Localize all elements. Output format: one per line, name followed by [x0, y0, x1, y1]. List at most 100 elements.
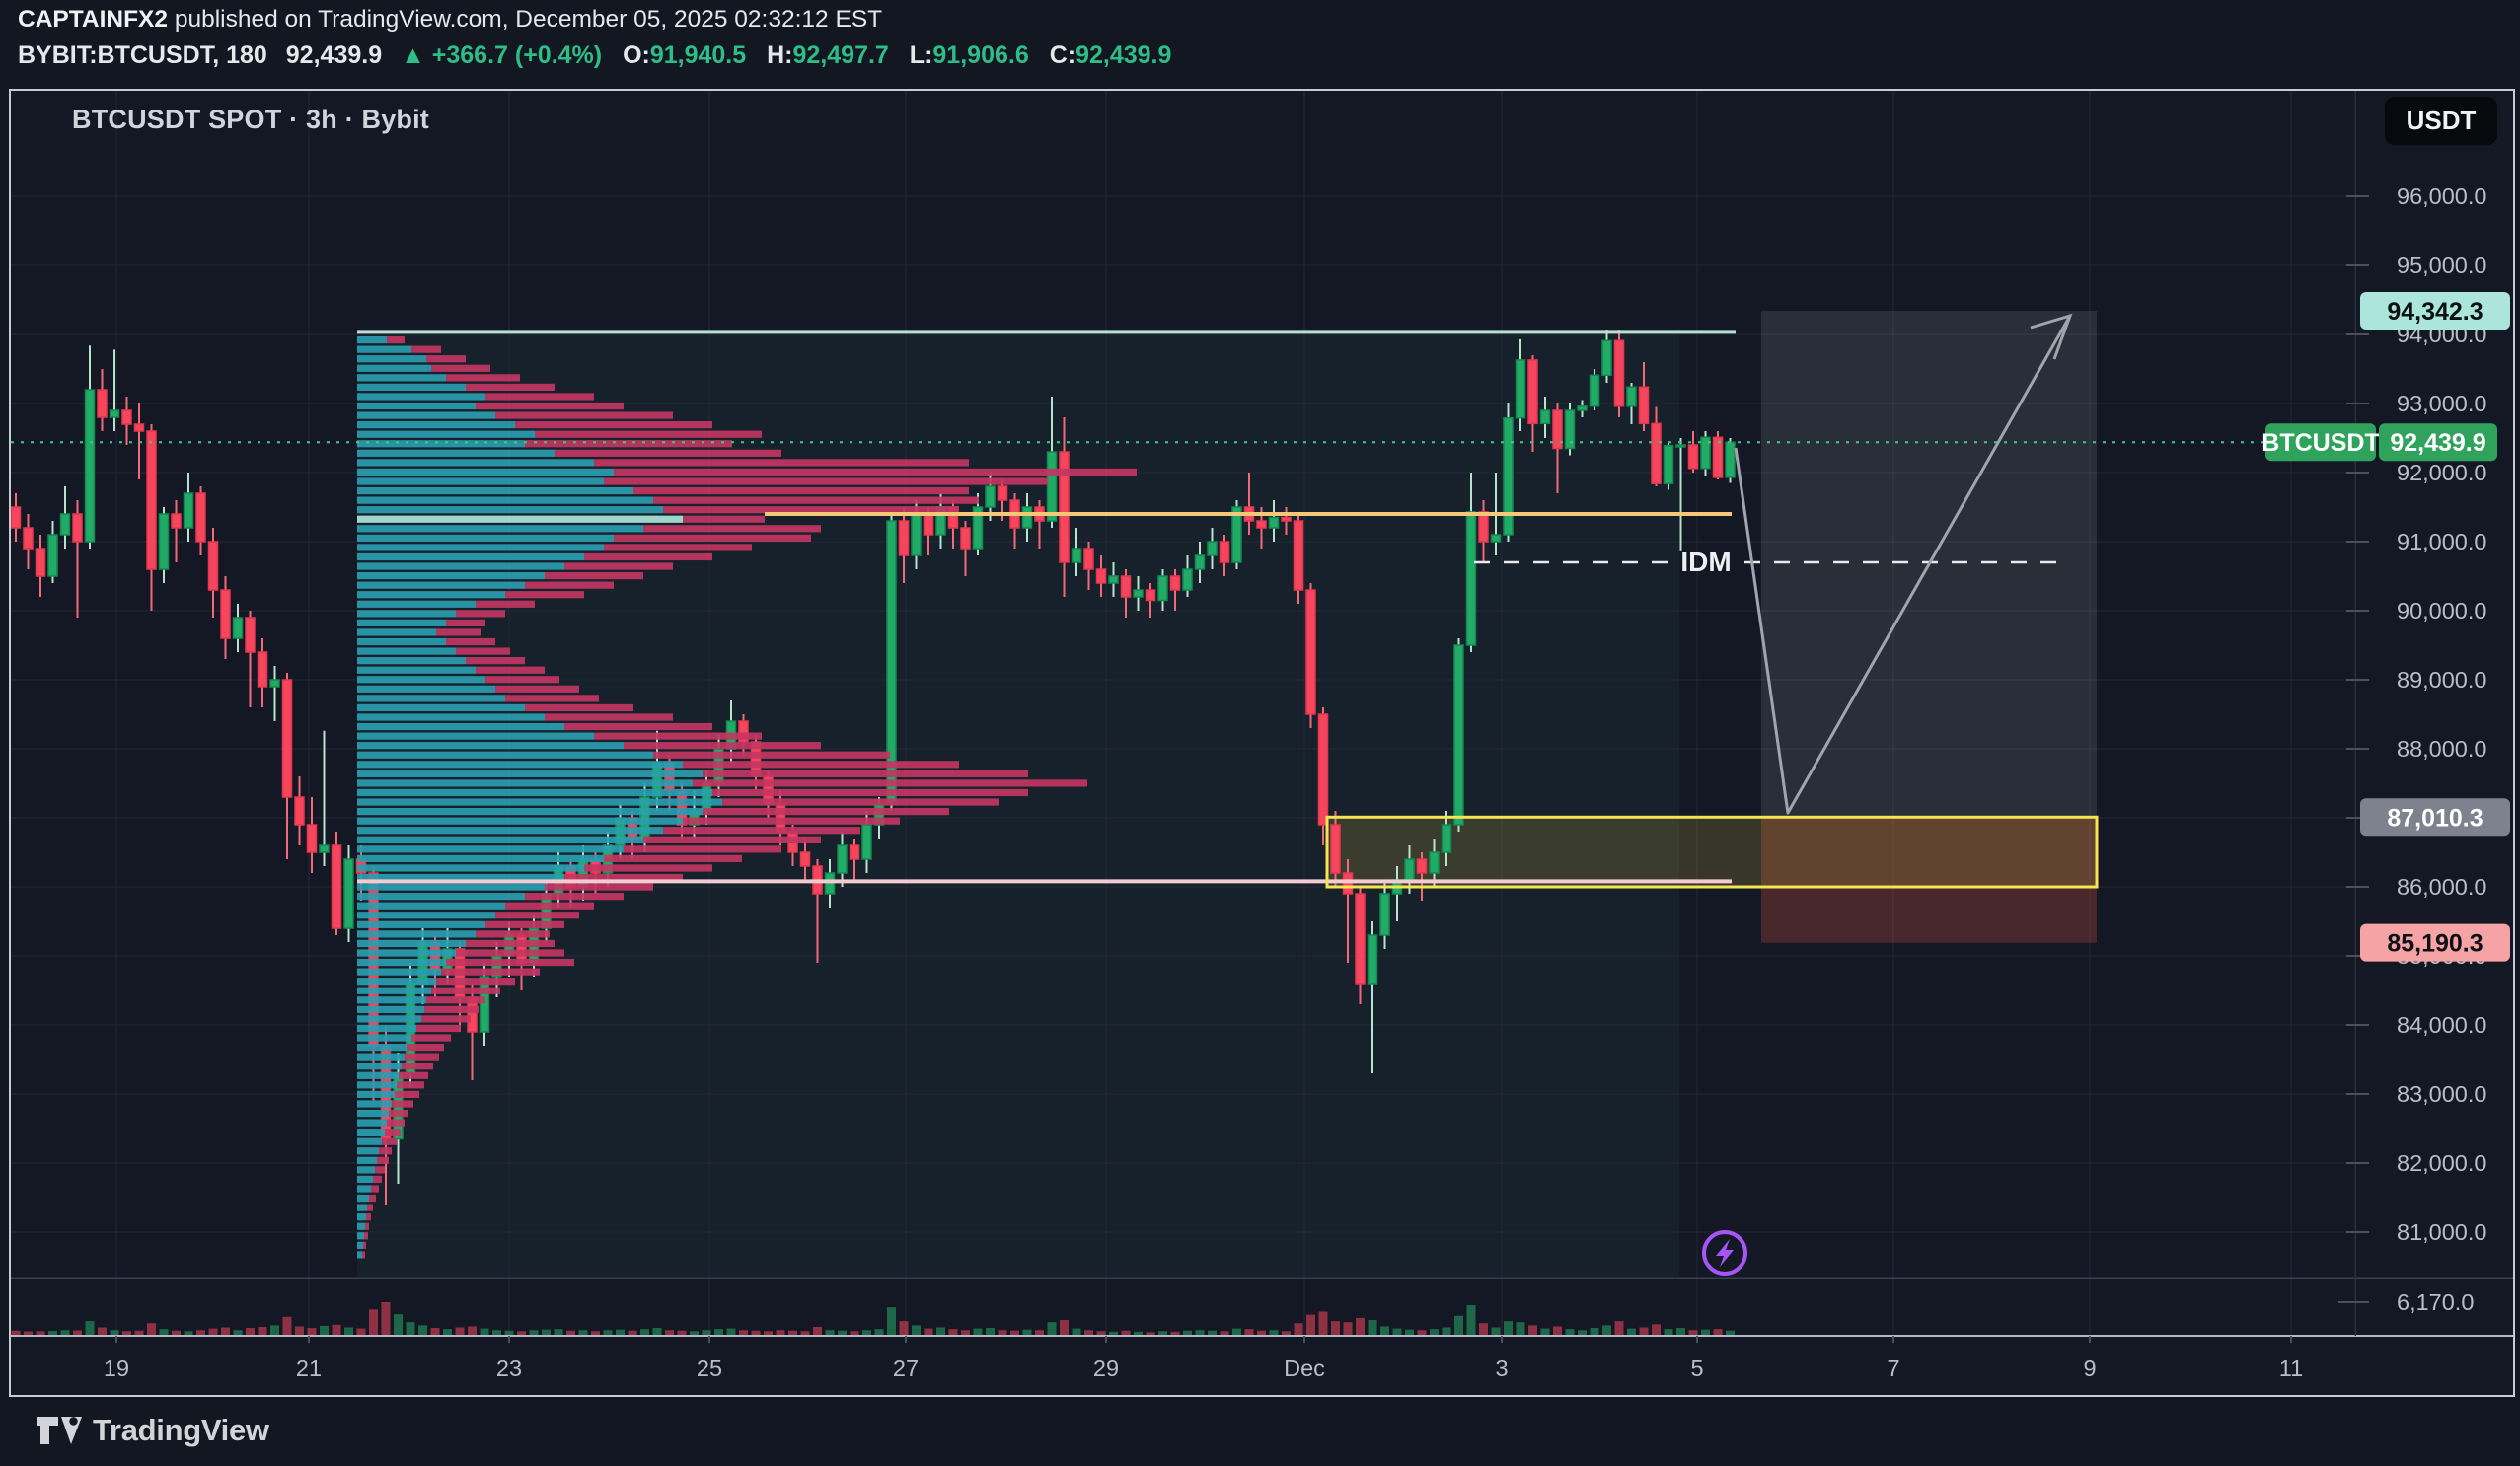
- volume-profile-sell-bar: [375, 1166, 385, 1174]
- volume-profile-buy-bar: [357, 854, 604, 862]
- volume-bar: [850, 1331, 859, 1335]
- volume-bar: [1590, 1328, 1599, 1335]
- volume-profile-buy-bar: [357, 836, 643, 843]
- volume-profile-sell-bar: [456, 647, 510, 655]
- candle: [319, 730, 330, 866]
- volume-profile-sell-bar: [362, 1251, 365, 1259]
- volume-profile-buy-bar: [357, 817, 683, 825]
- volume-profile-sell-bar: [426, 996, 485, 1004]
- volume-profile-buy-bar: [357, 978, 436, 986]
- volume-bar: [961, 1330, 970, 1335]
- candle: [1687, 431, 1699, 473]
- volume-profile-buy-bar: [357, 827, 663, 835]
- candle: [294, 776, 305, 845]
- volume-bar: [1479, 1323, 1488, 1335]
- volume-bar: [1022, 1329, 1032, 1335]
- candle: [97, 369, 108, 431]
- volume-profile-buy-bar: [357, 1241, 363, 1249]
- volume-profile-buy-bar: [357, 1251, 362, 1259]
- time-tick-label: 19: [104, 1356, 129, 1381]
- volume-profile-buy-bar: [357, 459, 594, 467]
- chart-canvas[interactable]: IDM96,000.095,000.094,000.093,000.092,00…: [11, 91, 2513, 1395]
- volume-profile-buy-bar: [357, 600, 476, 608]
- volume-bar: [430, 1328, 440, 1335]
- volume-bar: [1627, 1328, 1636, 1335]
- volume-profile-sell-bar: [395, 1090, 419, 1098]
- volume-profile-sell-bar: [643, 525, 821, 533]
- candle: [1601, 330, 1612, 383]
- volume-bar: [788, 1330, 797, 1335]
- tradingview-logo[interactable]: TradingView: [37, 1413, 269, 1448]
- candle: [479, 963, 490, 1046]
- volume-profile-sell-bar: [555, 449, 781, 457]
- volume-bar: [455, 1327, 465, 1335]
- volume-bar: [122, 1331, 131, 1335]
- price-tick-label: 88,000.0: [2397, 736, 2486, 762]
- volume-profile-buy-bar: [357, 666, 476, 674]
- volume-profile-sell-bar: [525, 581, 614, 589]
- volume-bar: [714, 1329, 723, 1335]
- price-tick-label: 89,000.0: [2397, 667, 2486, 693]
- volume-profile-buy-bar: [357, 893, 525, 901]
- volume-bar: [1466, 1305, 1476, 1335]
- volume-profile-buy-bar: [357, 1185, 371, 1193]
- volume-profile-buy-bar: [357, 572, 545, 580]
- volume-profile-sell-bar: [515, 421, 712, 429]
- volume-profile-sell-bar: [436, 628, 481, 636]
- volume-profile-sell-bar: [505, 695, 599, 702]
- chart-widget[interactable]: IDM 96,000.0 95,000.0 94,000.0 93,000.0 92,00…: [9, 89, 2515, 1397]
- symbol-info-line: BYBIT:BTCUSDT, 180 92,439.9 ▲ +366.7 (+0…: [18, 41, 1171, 70]
- volume-bar: [677, 1330, 687, 1335]
- volume-bar: [307, 1328, 317, 1335]
- volume-profile-buy-bar: [357, 912, 495, 919]
- candle: [72, 500, 83, 618]
- volume-profile-buy-bar: [357, 779, 693, 787]
- volume-profile-buy-bar: [357, 808, 703, 816]
- volume-bar: [1121, 1330, 1131, 1335]
- volume-profile-sell-bar: [399, 1071, 428, 1079]
- volume-bar: [406, 1322, 415, 1335]
- volume-bar: [1491, 1327, 1501, 1335]
- candle: [183, 473, 194, 542]
- volume-bar: [196, 1330, 205, 1335]
- volume-profile-buy-bar: [357, 486, 633, 495]
- volume-bar: [1565, 1329, 1575, 1335]
- candle: [1305, 583, 1316, 728]
- volume-profile-buy-bar: [357, 958, 446, 967]
- volume-bar: [1688, 1330, 1698, 1335]
- candle: [195, 486, 206, 555]
- volume-bar: [1430, 1329, 1439, 1335]
- candle: [1626, 383, 1637, 424]
- volume-profile-buy-bar: [357, 355, 426, 363]
- volume-bar: [1047, 1322, 1057, 1335]
- volume-bar: [394, 1314, 403, 1335]
- volume-profile-sell-bar: [485, 393, 594, 401]
- candle: [1725, 438, 1736, 483]
- volume-profile-sell-bar: [584, 864, 712, 872]
- volume-bar: [1652, 1324, 1661, 1335]
- lightning-bolt-icon[interactable]: [1702, 1230, 1747, 1276]
- volume-profile-sell-bar: [421, 1015, 471, 1023]
- candle: [1539, 397, 1551, 438]
- volume-profile-buy-bar: [357, 788, 712, 797]
- volume-bar: [862, 1330, 871, 1335]
- volume-profile-sell-bar: [663, 827, 860, 835]
- high-label: H:: [767, 41, 793, 69]
- time-tick-label: 21: [296, 1356, 322, 1381]
- time-axis[interactable]: 19 21 23 25 27 29 Dec 3 5 7 9 11: [104, 1336, 2303, 1381]
- volume-profile-buy-bar: [357, 1005, 424, 1013]
- volume-bar: [320, 1325, 329, 1335]
- volume-profile-sell-bar: [624, 845, 781, 853]
- volume-bar: [60, 1330, 70, 1335]
- volume-profile-buy-bar: [357, 939, 466, 948]
- candle: [1145, 583, 1156, 618]
- symbol-price-badge: BTCUSDT: [2261, 423, 2380, 462]
- price-tick-label: 90,000.0: [2397, 598, 2486, 623]
- volume-profile-sell-bar: [411, 1034, 451, 1042]
- candle: [1169, 569, 1181, 611]
- volume-bar: [134, 1330, 144, 1335]
- volume-profile-sell-bar: [426, 355, 466, 363]
- currency-toggle-button[interactable]: USDT: [2385, 97, 2497, 145]
- candle: [281, 673, 293, 859]
- price-axis[interactable]: 96,000.095,000.094,000.093,000.092,000.0…: [2338, 183, 2486, 1315]
